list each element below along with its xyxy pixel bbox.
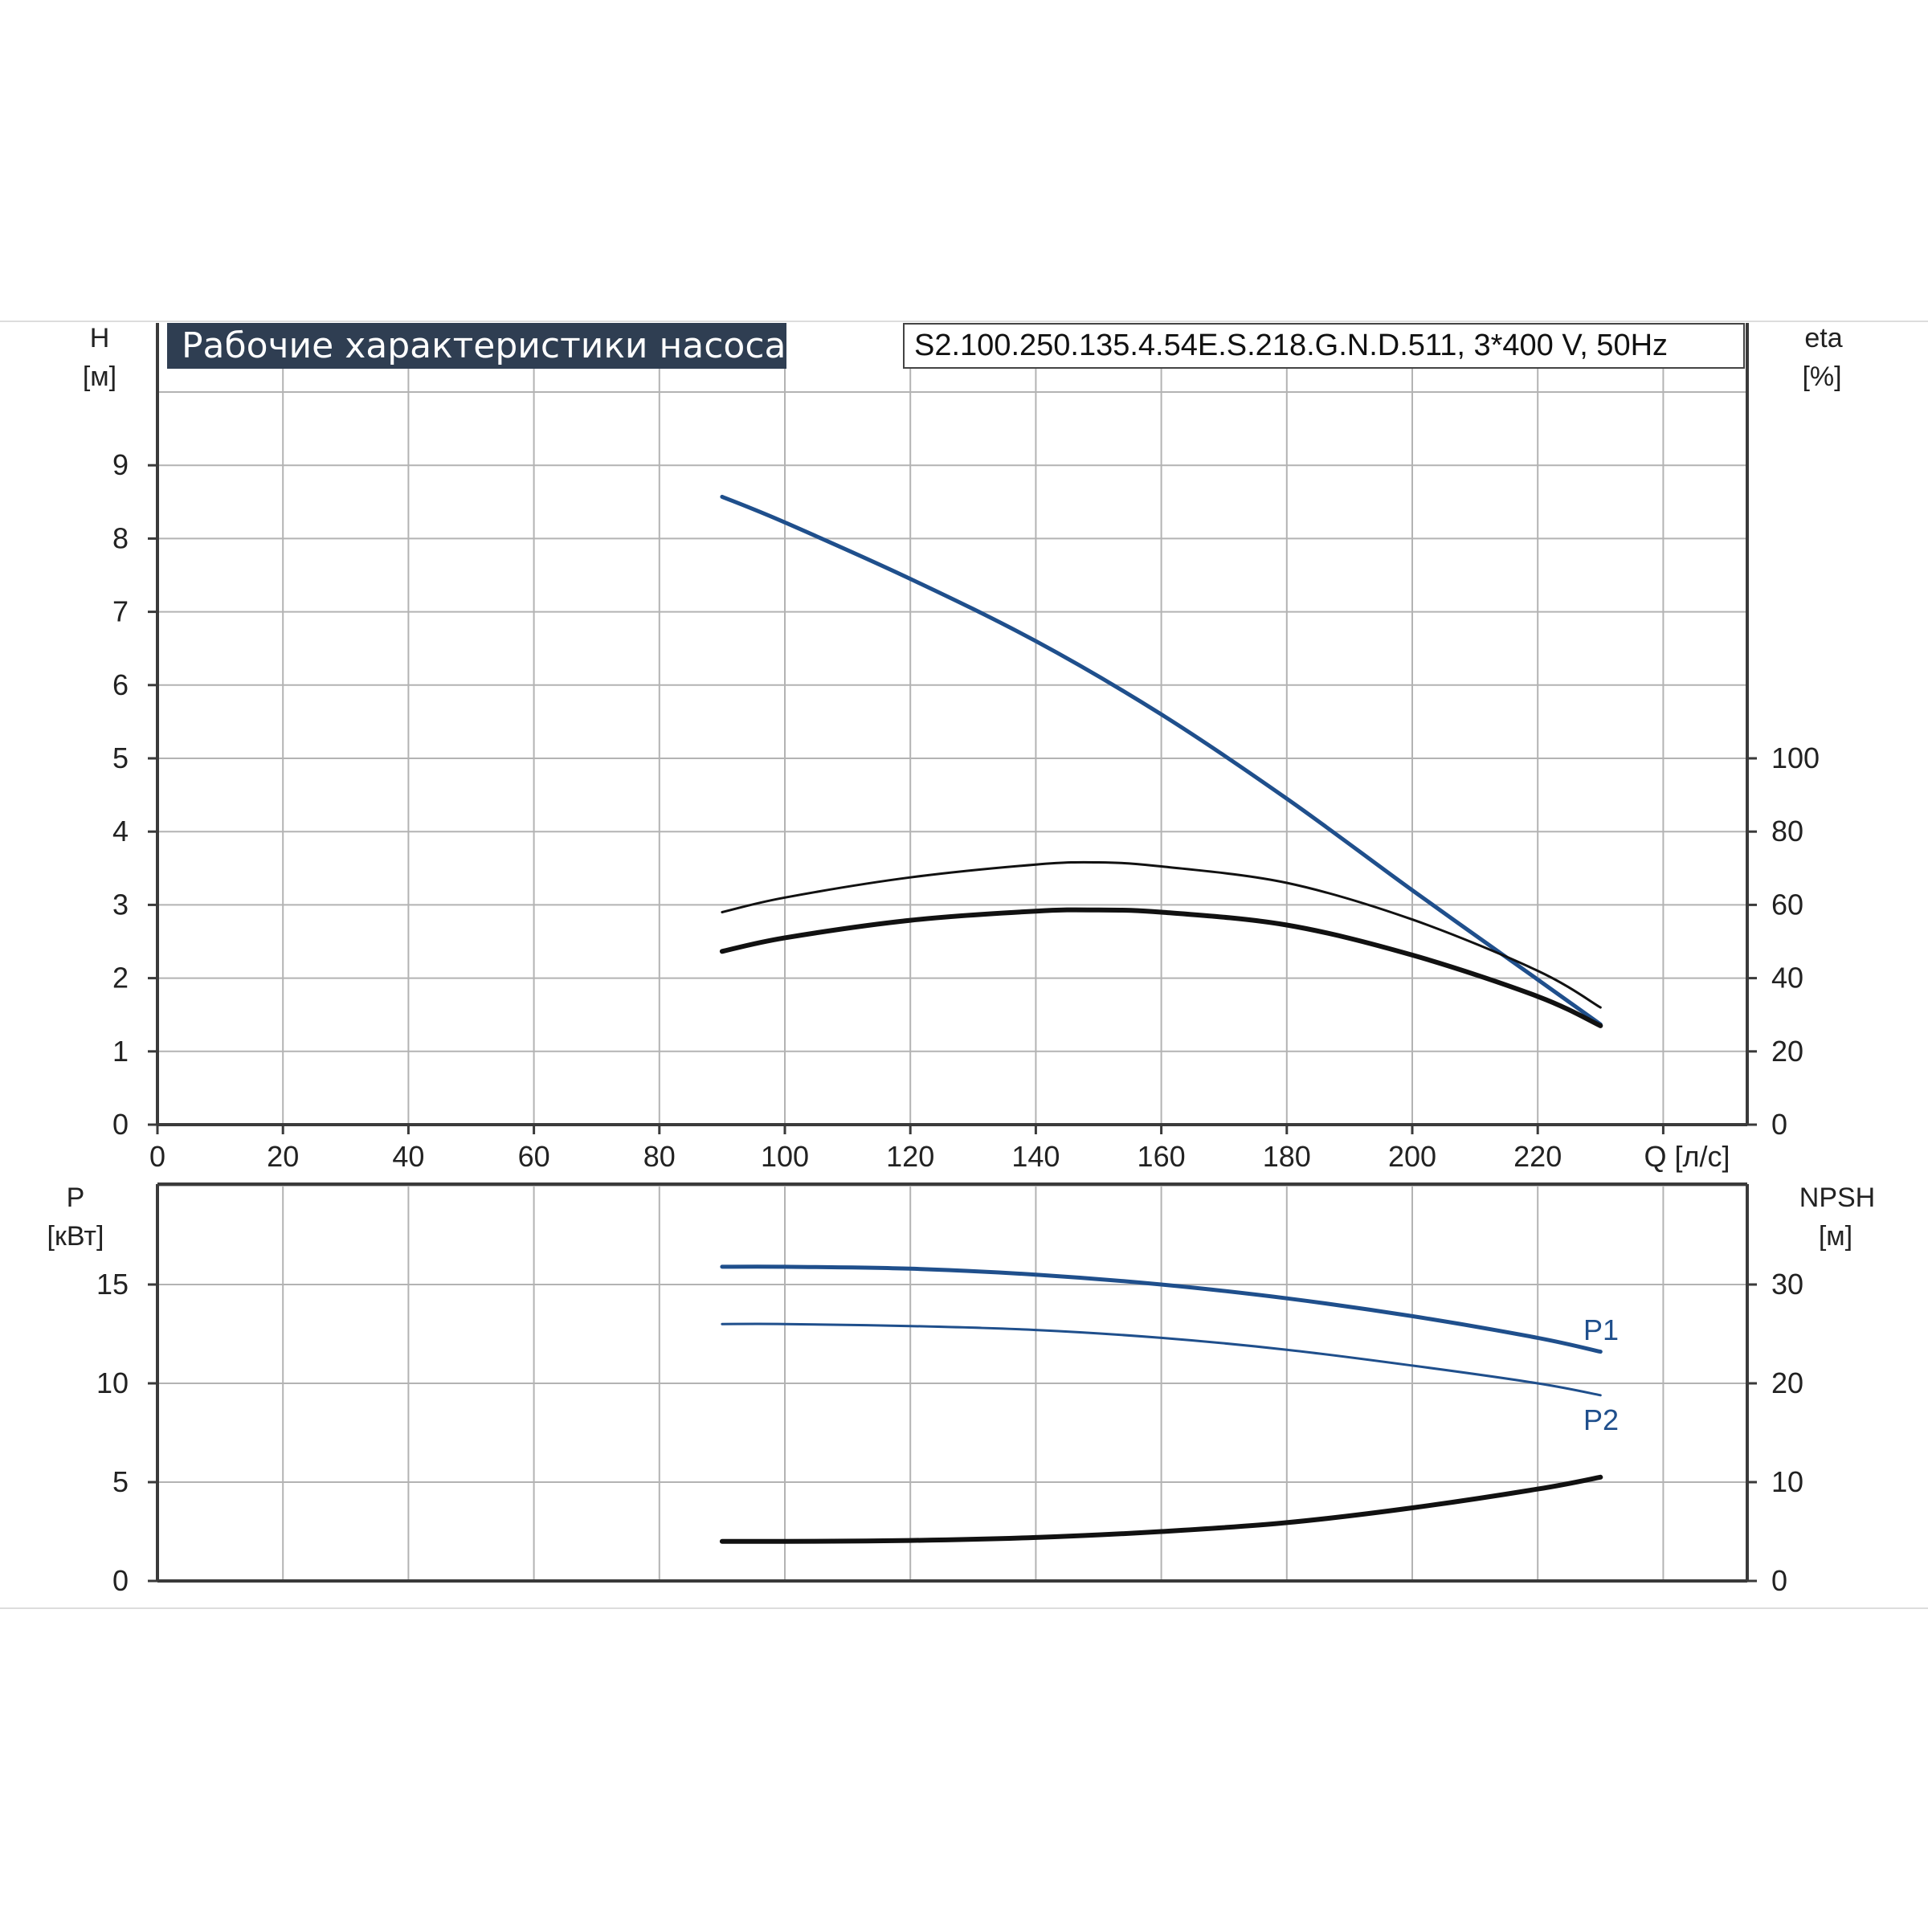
- top-right-tick-label: 40: [1771, 962, 1803, 995]
- efficiency-curve-eta-thick: [719, 907, 1603, 1028]
- top-right-axis-unit: [%]: [1802, 361, 1841, 392]
- pump-model-label: S2.100.250.135.4.54E.S.218.G.N.D.511, 3*…: [903, 323, 1745, 369]
- bottom-left-tick-label: 0: [112, 1564, 129, 1597]
- power-curve-p2: [721, 1322, 1602, 1397]
- top-left-tick-label: 4: [112, 815, 129, 848]
- series-label-p1: P1: [1583, 1313, 1619, 1346]
- x-tick-label: 180: [1263, 1140, 1311, 1173]
- x-tick-label: 80: [643, 1140, 676, 1173]
- top-right-tick-label: 0: [1771, 1108, 1787, 1141]
- bottom-right-tick-label: 0: [1771, 1564, 1787, 1597]
- top-right-axis-name: eta: [1804, 323, 1842, 353]
- x-tick-label: 160: [1138, 1140, 1186, 1173]
- top-right-tick-label: 100: [1771, 741, 1820, 774]
- top-right-tick-label: 60: [1771, 888, 1803, 921]
- efficiency-curve-eta-thin: [721, 860, 1602, 1009]
- x-tick-label: 0: [149, 1140, 165, 1173]
- bottom-right-axis-unit: [м]: [1819, 1221, 1852, 1252]
- x-tick-label: 220: [1513, 1140, 1562, 1173]
- series-label-p2: P2: [1583, 1403, 1619, 1436]
- bottom-chart-grid: [157, 1184, 1747, 1581]
- top-left-tick-label: 8: [112, 521, 129, 554]
- x-tick-label: 120: [886, 1140, 934, 1173]
- x-tick-label: 140: [1011, 1140, 1060, 1173]
- bottom-right-tick-label: 30: [1771, 1268, 1803, 1301]
- npsh-curve: [719, 1474, 1603, 1544]
- top-left-tick-label: 9: [112, 448, 129, 481]
- chart-axes: [148, 323, 1757, 1583]
- chart-curves: [719, 494, 1603, 1544]
- top-left-tick-label: 6: [112, 668, 129, 701]
- top-left-axis-name: H: [90, 323, 110, 353]
- top-left-axis-unit: [м]: [83, 361, 116, 392]
- bottom-right-axis-name: NPSH: [1799, 1182, 1875, 1213]
- bottom-left-tick-label: 10: [96, 1366, 129, 1399]
- bottom-left-tick-label: 5: [112, 1465, 129, 1498]
- x-tick-label: 40: [392, 1140, 424, 1173]
- power-curve-p1: [720, 1264, 1603, 1354]
- top-chart-grid: [157, 323, 1747, 1125]
- top-left-tick-label: 2: [112, 962, 129, 995]
- top-right-tick-label: 80: [1771, 815, 1803, 848]
- chart-title: Рабочие характеристики насоса: [167, 323, 786, 369]
- x-tick-label: 100: [761, 1140, 809, 1173]
- top-right-tick-label: 20: [1771, 1035, 1803, 1068]
- bottom-right-tick-label: 20: [1771, 1366, 1803, 1399]
- top-left-tick-label: 7: [112, 595, 129, 628]
- bottom-left-axis-unit: [кВт]: [47, 1221, 104, 1252]
- head-curve-h: [720, 494, 1603, 1027]
- x-axis-label: Q [л/с]: [1644, 1140, 1730, 1173]
- x-tick-label: 60: [518, 1140, 550, 1173]
- top-left-tick-label: 1: [112, 1035, 129, 1068]
- top-left-tick-label: 5: [112, 741, 129, 774]
- bottom-left-axis-name: P: [67, 1182, 85, 1213]
- bottom-left-tick-label: 15: [96, 1268, 129, 1301]
- x-tick-label: 20: [267, 1140, 299, 1173]
- x-tick-label: 200: [1388, 1140, 1436, 1173]
- top-left-tick-label: 3: [112, 888, 129, 921]
- bottom-right-tick-label: 10: [1771, 1465, 1803, 1498]
- top-left-tick-label: 0: [112, 1108, 129, 1141]
